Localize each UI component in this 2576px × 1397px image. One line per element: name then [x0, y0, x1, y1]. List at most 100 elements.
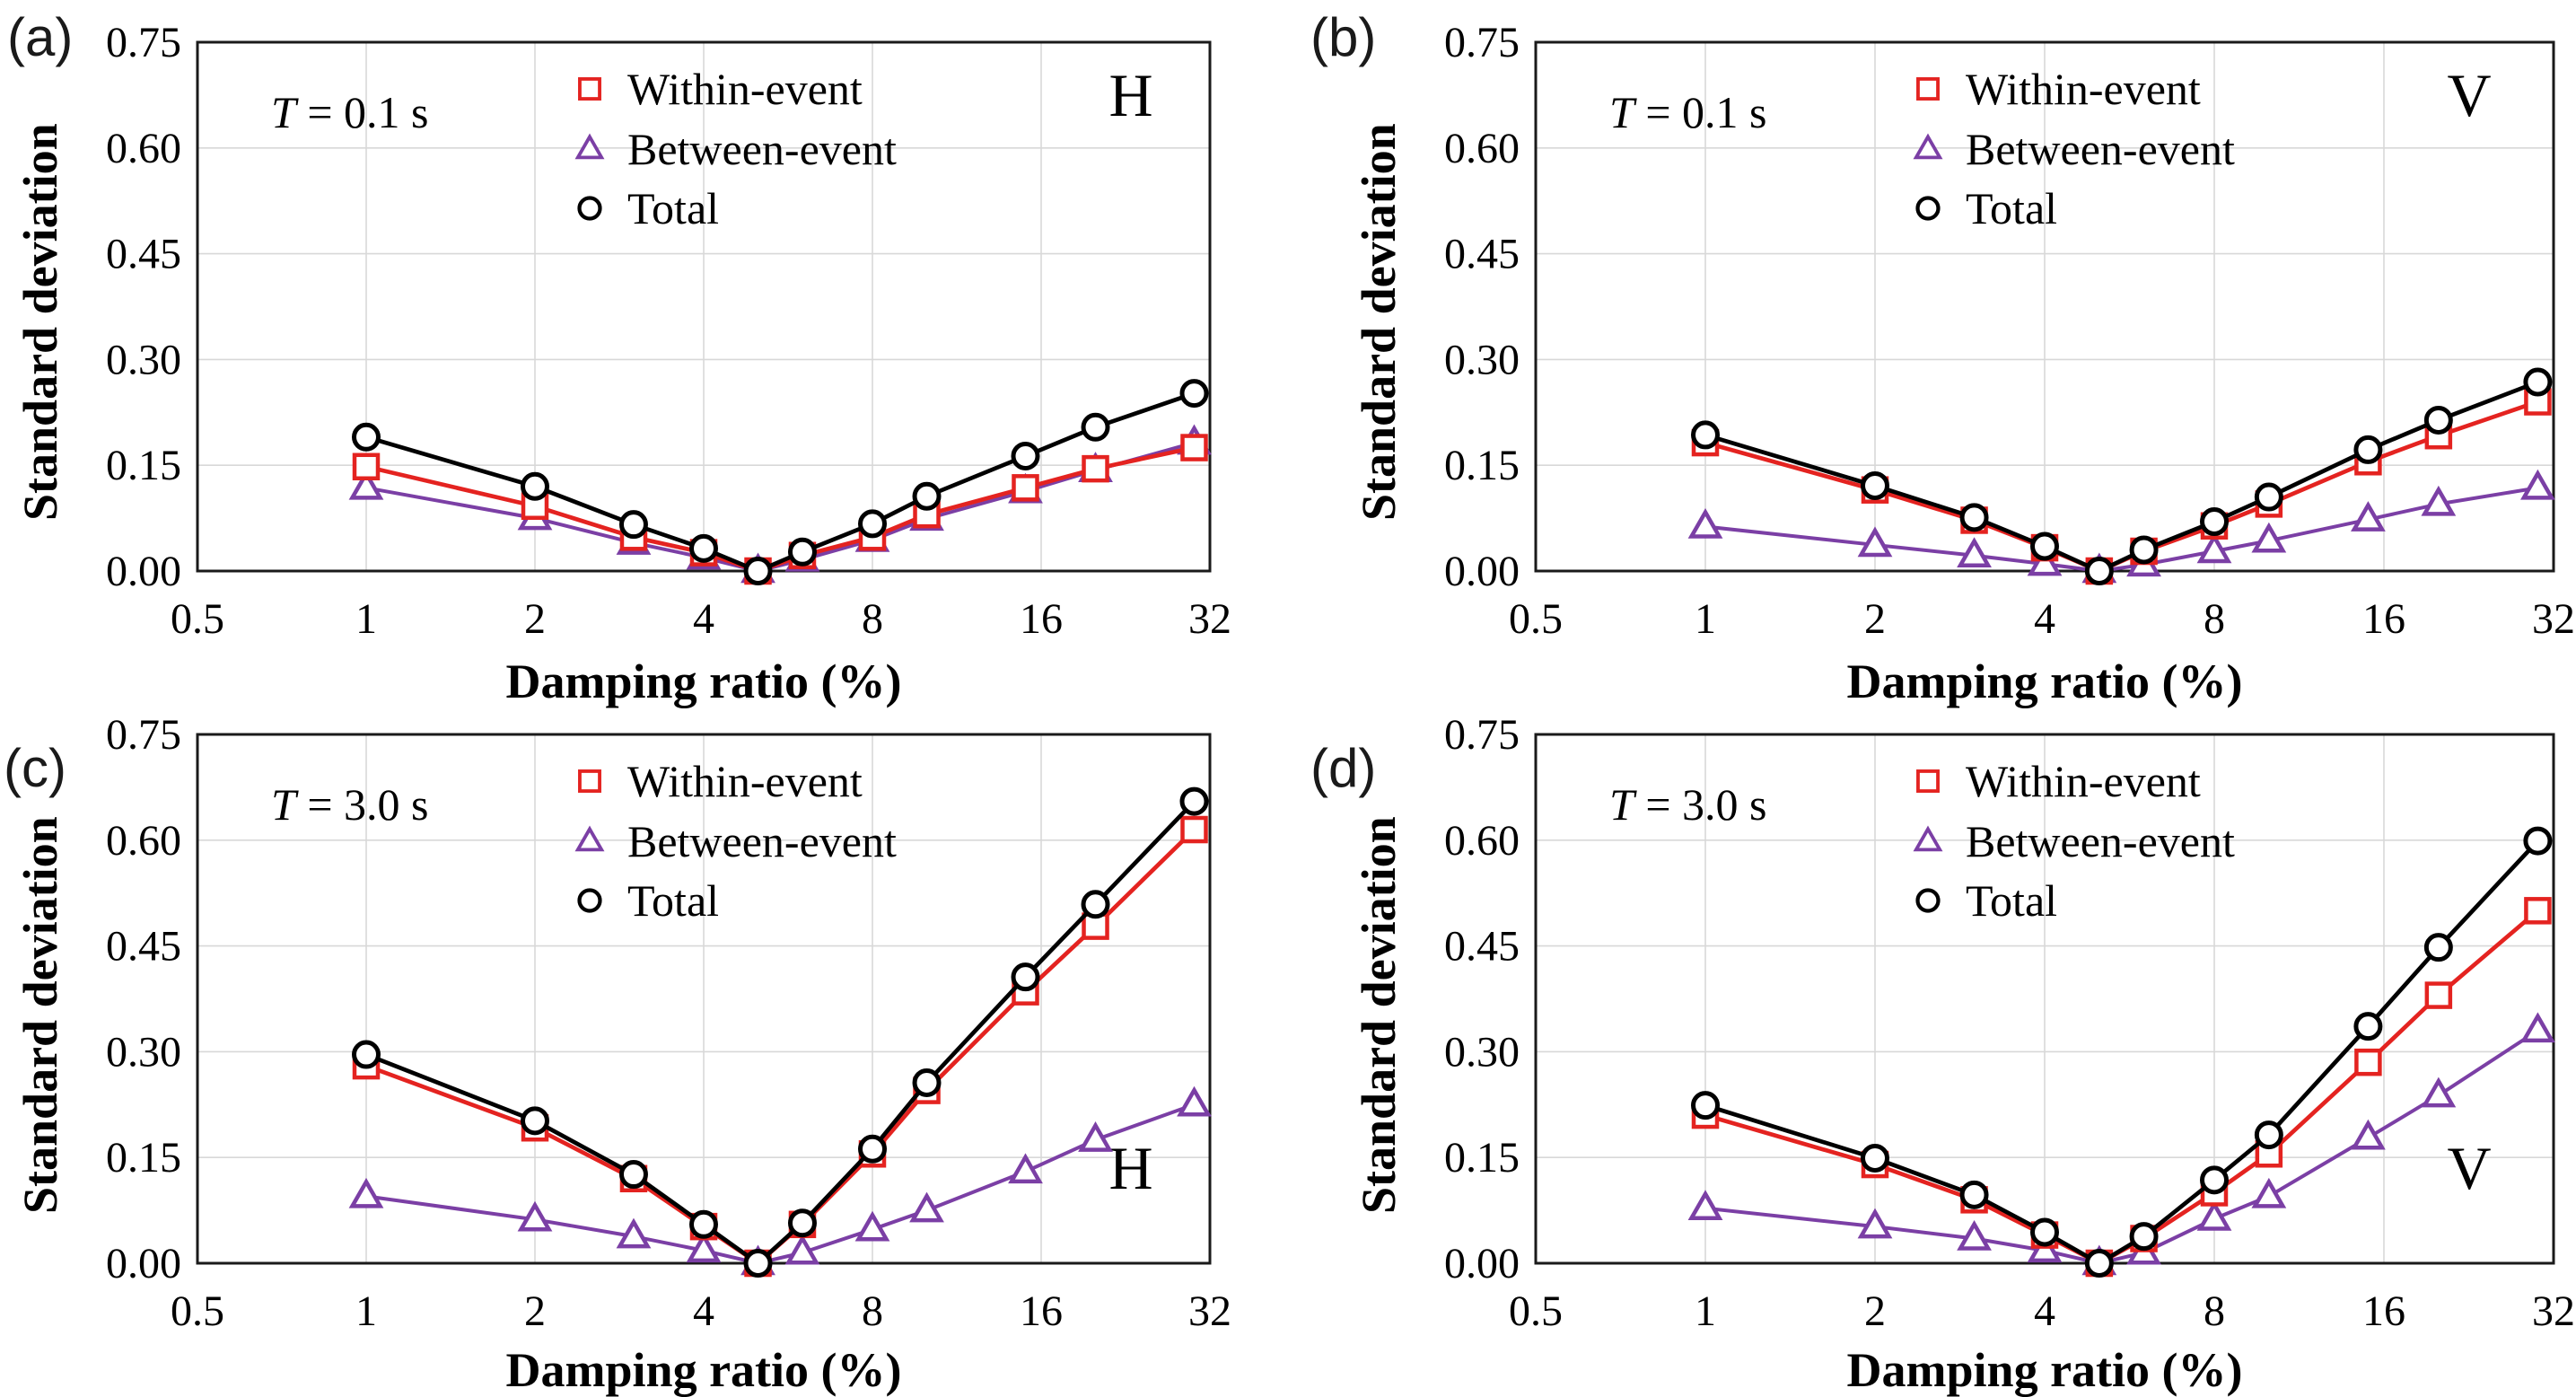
svg-text:32: 32 [2532, 1287, 2575, 1335]
svg-text:8: 8 [2204, 595, 2225, 643]
legend-item-between: Between-event [1913, 816, 2235, 866]
svg-text:8: 8 [2204, 1287, 2225, 1335]
svg-text:0.75: 0.75 [1444, 19, 1520, 66]
svg-text:0.30: 0.30 [106, 1028, 181, 1076]
svg-text:0.60: 0.60 [1444, 125, 1520, 172]
panel-b-x-tick-labels: 0.5 1 2 4 8 16 32 [1509, 595, 2575, 643]
panel-b-x-axis-title: Damping ratio (%) [1847, 655, 2243, 708]
panel-b-component-label: V [2447, 61, 2491, 129]
svg-text:0.45: 0.45 [1444, 923, 1520, 971]
legend-item-between-label: Between-event [1966, 816, 2235, 866]
panel-b-letter: (b) [1310, 7, 1377, 67]
svg-text:1: 1 [355, 1287, 377, 1335]
svg-text:0.60: 0.60 [106, 817, 181, 865]
panel-a-x-tick-labels: 0.5 1 2 4 8 16 32 [171, 595, 1231, 643]
panel-a-period-label: T = 0.1 s [271, 87, 428, 137]
panel-c-letter: (c) [4, 738, 66, 798]
svg-text:0.60: 0.60 [106, 125, 181, 172]
panel-a-y-axis-title: Standard deviation [13, 123, 67, 521]
panel-a-letter: (a) [7, 7, 74, 67]
legend-item-total-label: Total [627, 875, 719, 926]
legend-item-total: Total [577, 183, 719, 233]
panel-a-between-line [365, 441, 1196, 573]
svg-text:0.75: 0.75 [1444, 711, 1520, 759]
svg-text:16: 16 [1020, 595, 1063, 643]
legend-item-within: Within-event [1916, 64, 2201, 114]
legend-item-total: Total [1915, 183, 2057, 233]
panel-a-total-markers [352, 379, 1209, 585]
panel-d-between-line [1704, 1029, 2539, 1265]
legend-item-within-label: Within-event [1966, 64, 2201, 114]
panel-b-total-markers [1691, 367, 2553, 585]
legend-item-between: Between-event [1913, 124, 2235, 174]
panel-a-total-line [365, 391, 1196, 574]
legend-item-between-label: Between-event [627, 124, 897, 174]
within-legend-square-icon [578, 769, 601, 793]
panel-b-between-markers [1687, 469, 2555, 584]
svg-text:0.75: 0.75 [106, 711, 181, 759]
legend-item-total-label: Total [1966, 875, 2057, 926]
panel-a-x-axis-title: Damping ratio (%) [506, 655, 902, 708]
panel-c-within-markers [352, 815, 1208, 1278]
svg-text:0.60: 0.60 [1444, 817, 1520, 865]
panel-d-period-label: T = 3.0 s [1609, 779, 1766, 830]
svg-text:0.30: 0.30 [1444, 1028, 1520, 1076]
svg-text:2: 2 [1864, 1287, 1886, 1335]
svg-text:8: 8 [862, 1287, 883, 1335]
panel-c-y-axis-title: Standard deviation [13, 816, 67, 1214]
svg-text:0.45: 0.45 [106, 231, 181, 278]
svg-text:32: 32 [2532, 595, 2575, 643]
panel-c-within-line [365, 828, 1196, 1266]
panel-c-x-axis-title: Damping ratio (%) [506, 1343, 902, 1397]
panel-c-chart: 0.00 0.15 0.30 0.45 0.60 0.75 0.5 1 2 4 8 16 32 Dampi… [106, 711, 1231, 1397]
svg-text:0.5: 0.5 [171, 1287, 224, 1335]
panel-c-total-line [365, 799, 1196, 1266]
legend-item-within: Within-event [1916, 756, 2201, 806]
svg-text:0.15: 0.15 [1444, 442, 1520, 489]
svg-text:16: 16 [1020, 1287, 1063, 1335]
total-legend-circle-icon [1915, 196, 1941, 221]
legend-item-within: Within-event [578, 64, 863, 114]
panel-c-between-line [365, 1103, 1196, 1265]
panel-c-y-tick-labels: 0.00 0.15 0.30 0.45 0.60 0.75 [106, 711, 181, 1287]
svg-text:0.00: 0.00 [1444, 1240, 1520, 1287]
total-legend-circle-icon [1915, 888, 1941, 913]
legend-item-total: Total [577, 875, 719, 926]
between-legend-triangle-icon [1913, 133, 1943, 160]
svg-text:0.15: 0.15 [106, 1134, 181, 1182]
legend-item-within-label: Within-event [627, 64, 863, 114]
svg-text:16: 16 [2362, 595, 2405, 643]
panel-b-legend: Within-event Between-event Total [1913, 64, 2235, 233]
panel-d-within-markers [1691, 897, 2552, 1278]
svg-text:32: 32 [1188, 1287, 1231, 1335]
panel-b-within-line [1704, 400, 2539, 574]
legend-item-total: Total [1915, 875, 2057, 926]
legend-item-between: Between-event [574, 124, 897, 174]
svg-text:1: 1 [1695, 1287, 1716, 1335]
legend-item-total-label: Total [1966, 183, 2057, 233]
svg-text:0.5: 0.5 [171, 595, 224, 643]
legend-item-within: Within-event [578, 756, 863, 806]
within-legend-square-icon [1916, 769, 1940, 793]
panel-d-x-tick-labels: 0.5 1 2 4 8 16 32 [1509, 1287, 2575, 1335]
panel-d-component-label: V [2447, 1134, 2491, 1202]
panel-b-period-label: T = 0.1 s [1609, 87, 1766, 137]
panel-d-chart: 0.00 0.15 0.30 0.45 0.60 0.75 0.5 1 2 4 8 16 32 Dampi… [1444, 711, 2575, 1397]
svg-text:2: 2 [524, 1287, 546, 1335]
panel-c-component-label: H [1108, 1134, 1152, 1202]
panel-b-within-markers [1691, 388, 2552, 585]
panel-a-between-markers [348, 424, 1212, 584]
panel-c-period-label: T = 3.0 s [271, 779, 428, 830]
svg-text:1: 1 [355, 595, 377, 643]
panel-b-y-axis-title: Standard deviation [1352, 123, 1406, 521]
panel-c-x-tick-labels: 0.5 1 2 4 8 16 32 [171, 1287, 1231, 1335]
panel-a-chart: 0.00 0.15 0.30 0.45 0.60 0.75 0.5 1 2 4 8 16 32 Dampi… [106, 19, 1231, 708]
panel-b-y-tick-labels: 0.00 0.15 0.30 0.45 0.60 0.75 [1444, 19, 1520, 595]
panel-c-total-markers [352, 786, 1209, 1278]
between-legend-triangle-icon [574, 825, 605, 852]
between-legend-triangle-icon [1913, 825, 1943, 852]
svg-text:0.5: 0.5 [1509, 1287, 1563, 1335]
panel-b-chart: 0.00 0.15 0.30 0.45 0.60 0.75 0.5 1 2 4 8 16 32 Dampi… [1444, 19, 2575, 708]
